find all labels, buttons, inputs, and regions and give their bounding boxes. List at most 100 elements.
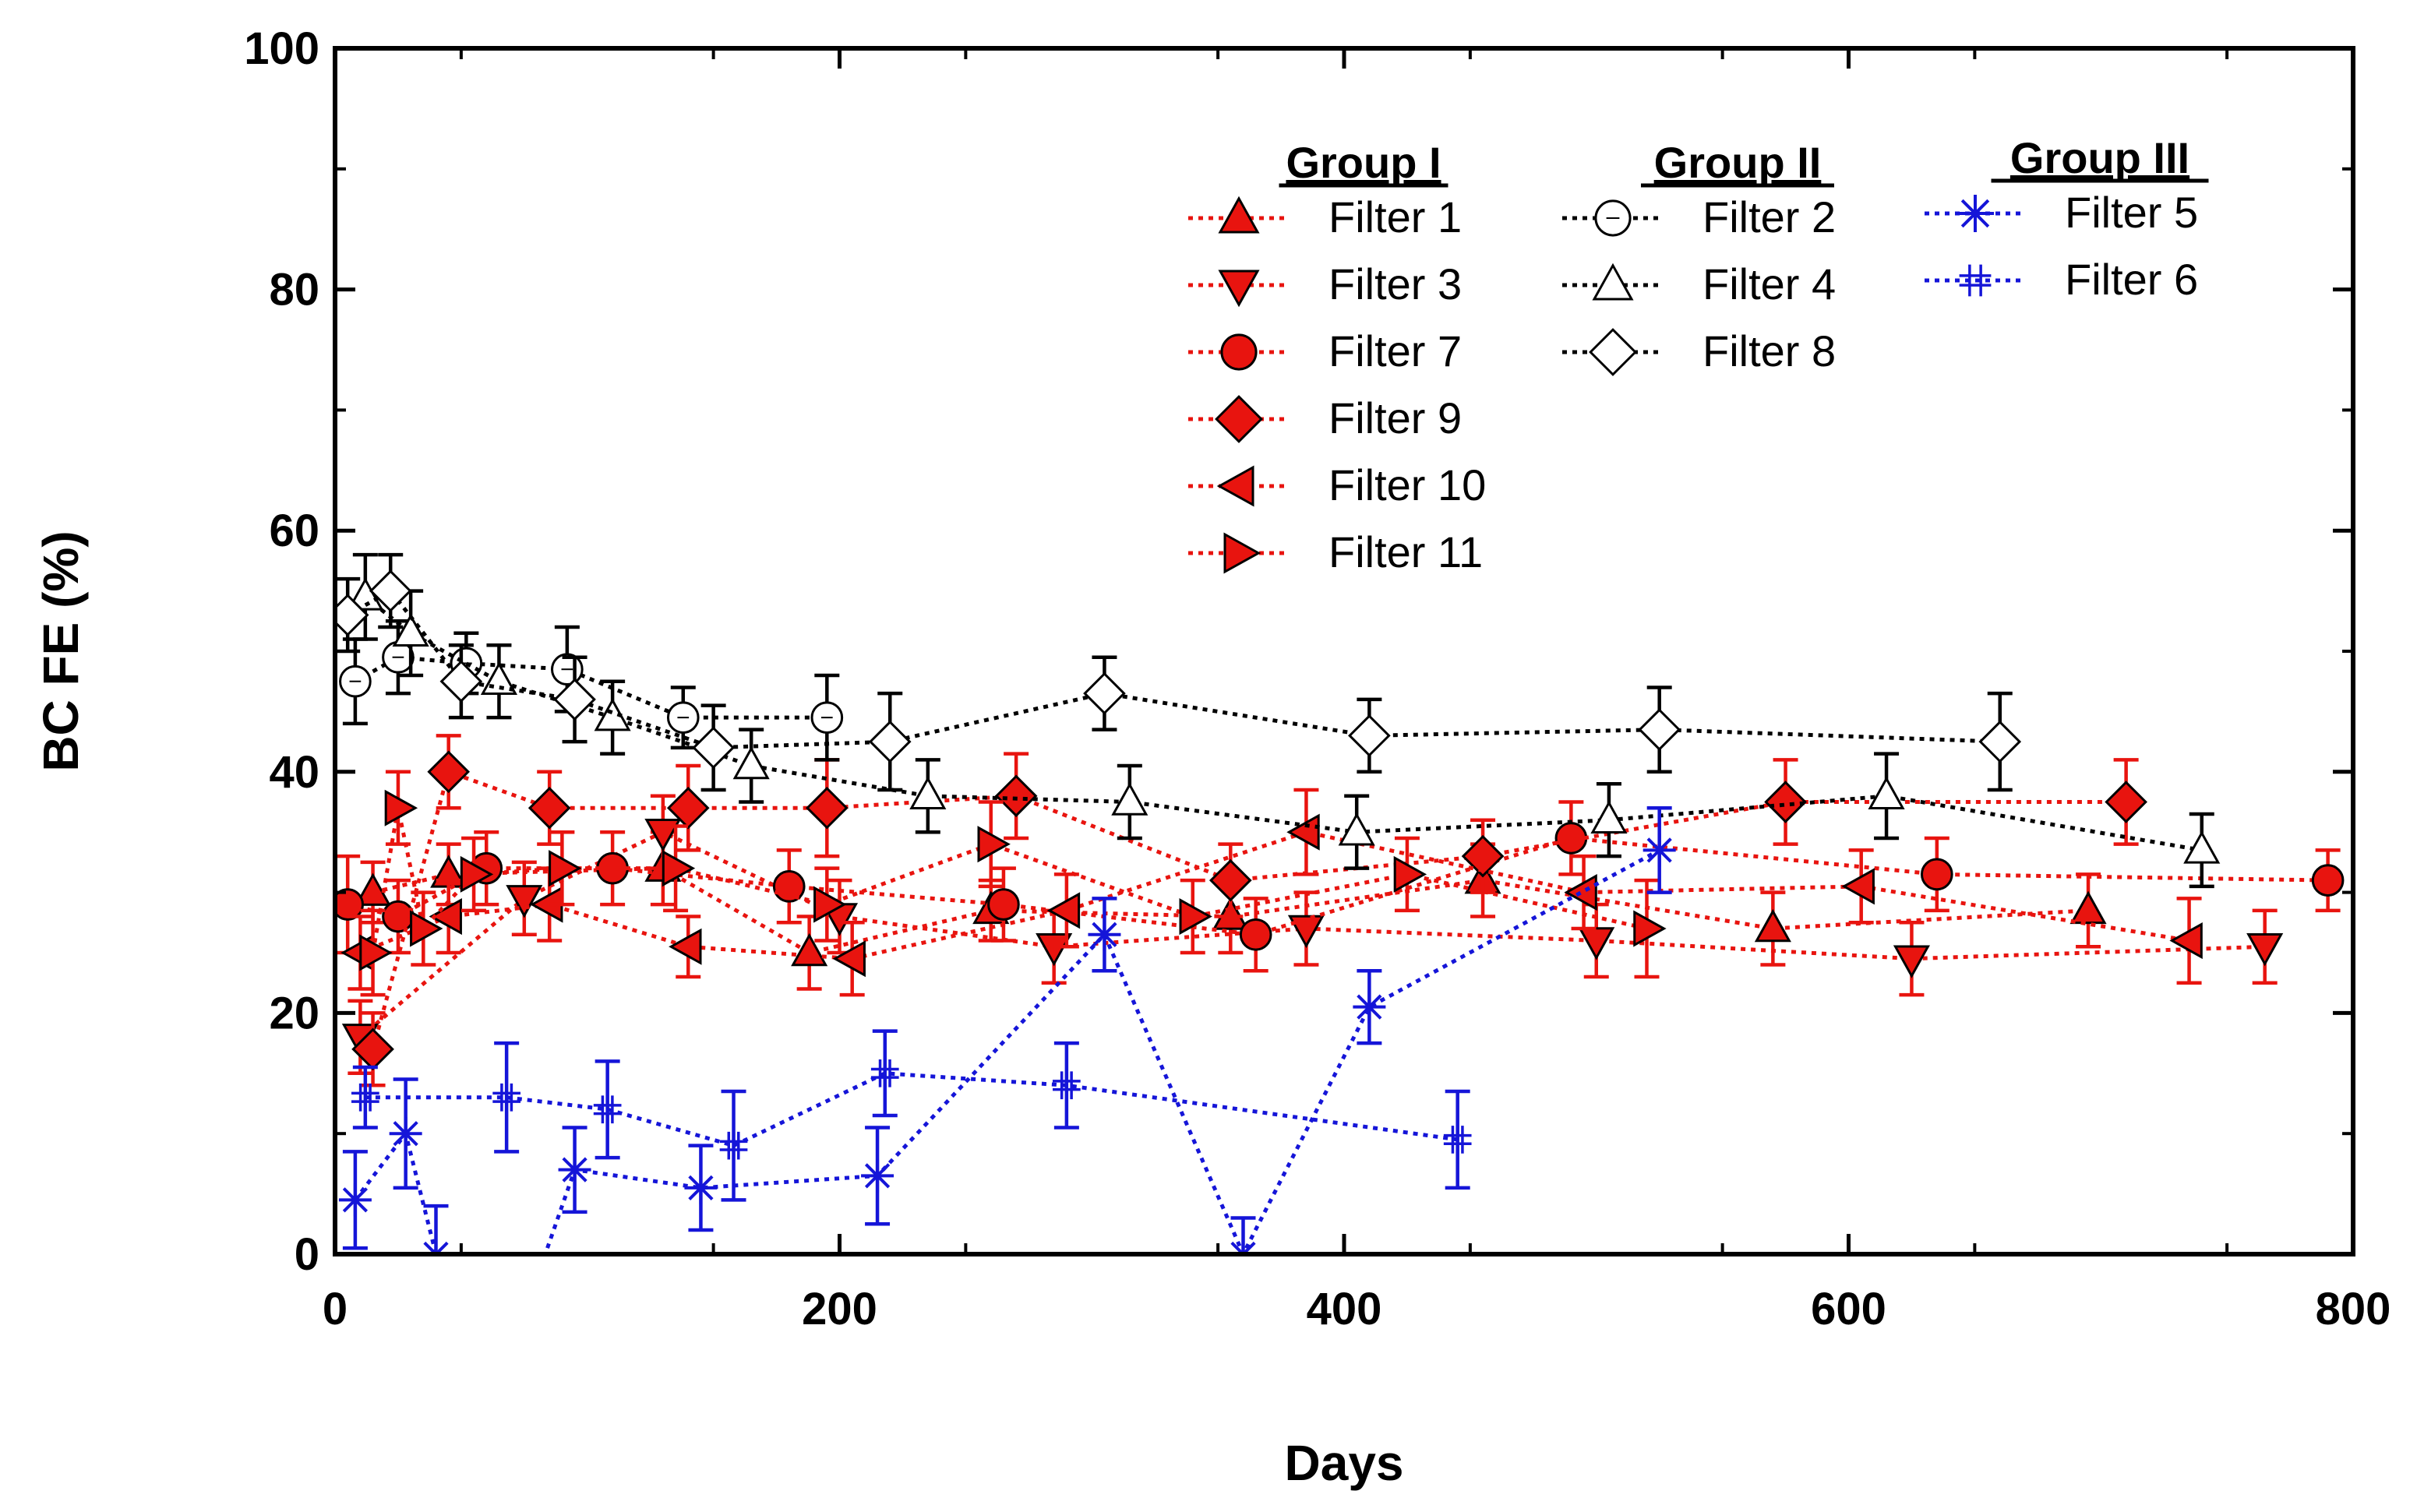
data-point [1083, 671, 1126, 715]
data-point [384, 789, 418, 826]
series-line-filter-9 [371, 769, 2126, 1050]
data-point [338, 1183, 372, 1217]
data-point [813, 886, 847, 923]
legend-item-filter-1: Filter 1 [1188, 192, 1462, 241]
series-filter-9 [351, 734, 2147, 1087]
y-tick-label: 80 [269, 265, 319, 315]
data-point [359, 934, 393, 971]
data-point [1208, 858, 1252, 902]
data-point [593, 1095, 622, 1124]
series-filter-7 [335, 800, 2345, 973]
data-point [1338, 812, 1375, 846]
data-point [719, 1131, 748, 1160]
legend-marker [1215, 395, 1263, 443]
data-point [666, 786, 710, 830]
legend-item-filter-4: Filter 4 [1562, 259, 1836, 308]
y-tick-label: 0 [295, 1229, 319, 1280]
legend-group-group-iii: Group III Filter 5 Filter 6 [1925, 133, 2209, 304]
data-point [382, 640, 415, 674]
series-layer [335, 552, 2345, 1362]
axis-ticks: 0 200 400 600 800 0 20 40 60 80 100 [244, 23, 2391, 1334]
data-point [791, 932, 828, 967]
data-point [1353, 990, 1386, 1024]
legend-label: Filter 6 [2065, 255, 2198, 304]
data-point [1393, 855, 1427, 893]
legend-marker [1216, 465, 1254, 507]
data-point [549, 850, 582, 887]
data-point [994, 774, 1038, 818]
data-point [439, 660, 483, 703]
series-line-filter-8 [346, 588, 2000, 750]
data-point [861, 1159, 894, 1193]
legend-marker [1218, 270, 1260, 308]
data-point [1088, 918, 1121, 951]
legend-label: Filter 1 [1328, 192, 1462, 241]
data-point [1179, 898, 1212, 936]
data-point [1046, 892, 1081, 929]
legend-marker [1592, 263, 1634, 301]
error-bar [512, 1266, 537, 1362]
data-point [506, 885, 543, 918]
data-point [392, 613, 429, 647]
data-point [868, 720, 912, 763]
data-point [2169, 922, 2203, 960]
data-point [1286, 813, 1320, 851]
x-tick-label: 600 [1811, 1284, 1886, 1334]
data-point [339, 664, 372, 698]
error-bar [595, 1059, 620, 1160]
legend: Group I Filter 1 Filter 3 Filter 7 Filter 9 F… [1188, 133, 2209, 576]
y-tick-label: 40 [269, 747, 319, 798]
legend-item-filter-7: Filter 7 [1188, 326, 1462, 375]
series-filter-11 [359, 770, 1667, 997]
legend-label: Filter 11 [1328, 527, 1483, 576]
data-point [805, 786, 849, 830]
series-filter-10 [340, 788, 2203, 997]
data-point [1643, 834, 1676, 867]
data-point [558, 1153, 591, 1186]
error-bar [721, 1089, 746, 1202]
legend-item-filter-9: Filter 9 [1188, 393, 1462, 443]
data-point [460, 855, 494, 893]
legend-label: Filter 10 [1328, 460, 1486, 509]
data-point [987, 888, 1020, 921]
legend-marker [1959, 264, 1992, 297]
legend-item-filter-5: Filter 5 [1925, 188, 2198, 237]
series-filter-8 [335, 552, 2022, 792]
data-point [1554, 822, 1588, 855]
data-point [684, 1171, 718, 1204]
y-axis-title: BC FE (%) [33, 530, 89, 771]
data-point [1111, 782, 1149, 816]
legend-item-filter-11: Filter 11 [1188, 527, 1483, 576]
data-point [977, 826, 1011, 863]
data-point [1287, 915, 1325, 949]
data-point [528, 786, 571, 830]
data-point [335, 888, 365, 921]
data-point [1348, 714, 1391, 757]
y-tick-label: 100 [244, 23, 319, 74]
error-bar [1053, 1041, 1079, 1130]
legend-marker [1218, 196, 1260, 234]
y-tick-label: 60 [269, 506, 319, 556]
legend-group-group-i: Group I Filter 1 Filter 3 Filter 7 Filter 9 F… [1188, 138, 1486, 576]
data-point [810, 701, 844, 734]
error-bar [423, 1204, 449, 1254]
data-point [732, 745, 770, 780]
x-axis-title: Days [1285, 1435, 1404, 1491]
legend-marker [1223, 532, 1261, 574]
data-point [772, 870, 806, 903]
data-point [596, 851, 629, 885]
data-point [410, 910, 443, 947]
legend-label: Filter 5 [2065, 188, 2198, 237]
error-bar [872, 1029, 898, 1118]
legend-label: Filter 3 [1328, 259, 1462, 308]
series-filter-5 [338, 805, 1676, 1362]
data-point [1053, 1071, 1081, 1100]
legend-marker [1589, 328, 1637, 376]
series-filter-3 [341, 794, 2284, 1076]
data-point [553, 678, 596, 721]
legend-marker [1594, 199, 1632, 237]
data-point [492, 1083, 520, 1112]
data-point [832, 940, 866, 978]
data-point [1578, 927, 1615, 960]
